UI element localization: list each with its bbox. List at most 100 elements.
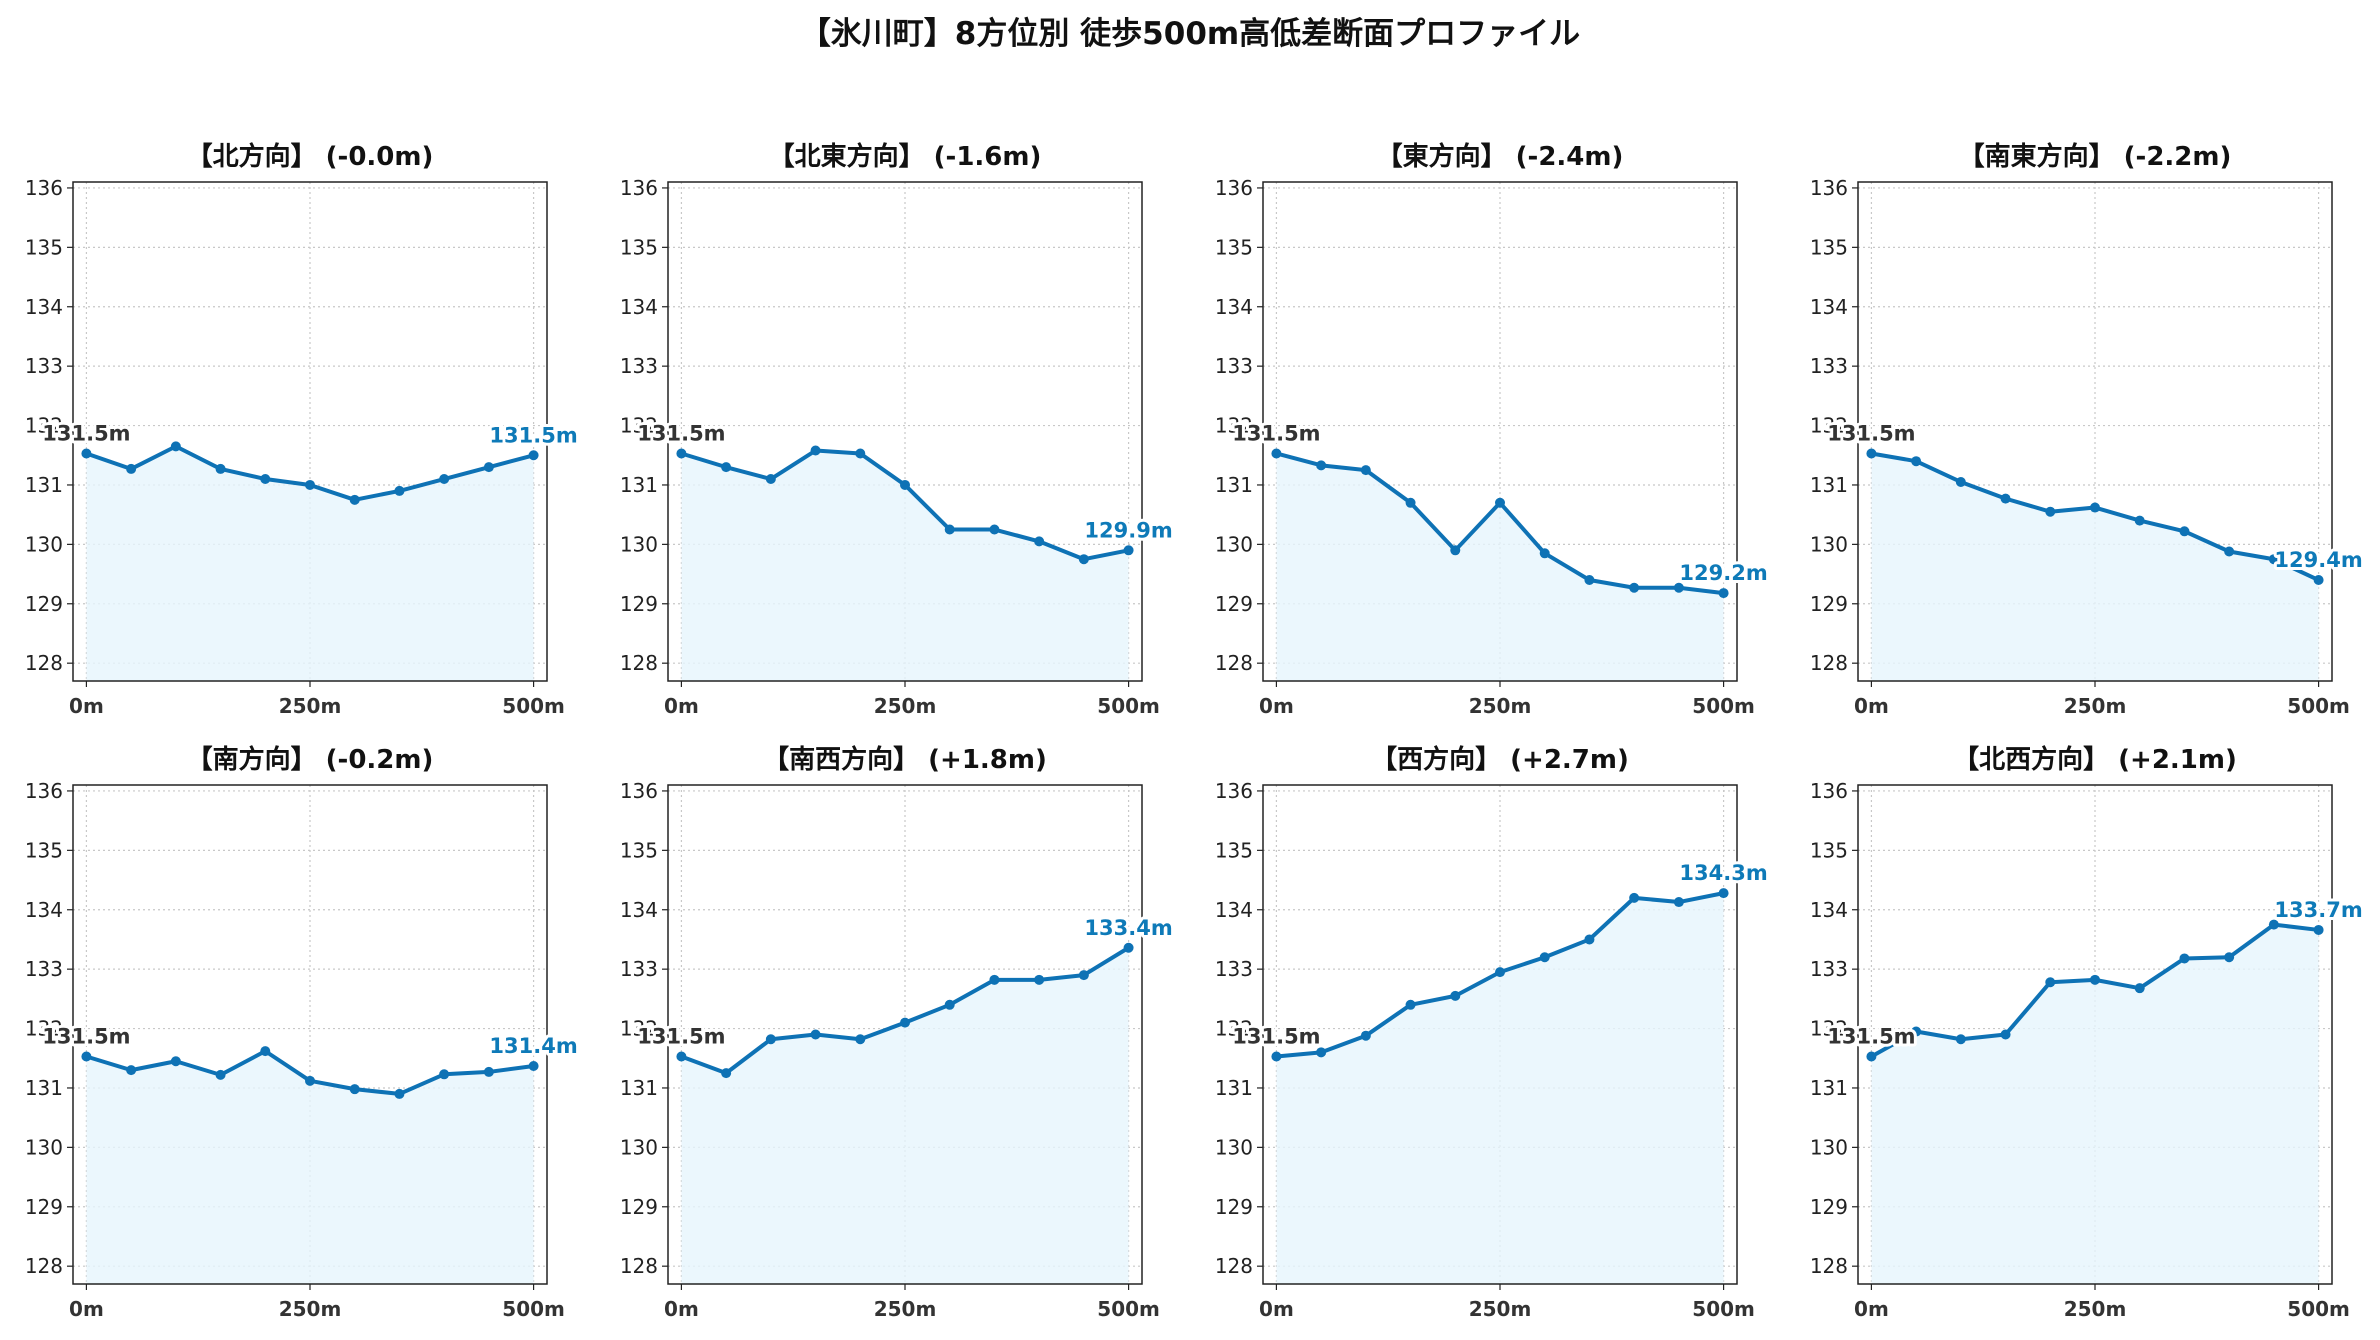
x-tick-label: 500m — [502, 1297, 565, 1321]
y-tick-label: 134 — [25, 295, 63, 319]
y-tick-label: 135 — [1810, 838, 1848, 862]
y-tick-label: 132 — [1215, 414, 1253, 438]
chart-panel: 【西方向】 (+2.7m) 128 129 130 131 132 133 134 135 136… — [1215, 744, 1771, 1321]
data-point — [215, 1069, 226, 1080]
start-elevation-label: 131.5m — [637, 421, 725, 445]
data-point — [944, 524, 955, 535]
y-tick-label: 136 — [1810, 176, 1848, 200]
data-point — [2090, 502, 2100, 513]
data-point — [1271, 448, 1282, 459]
panel-title: 【北西方向】 (+2.1m) — [1953, 744, 2237, 775]
y-tick-label: 131 — [25, 1076, 63, 1100]
y-tick-label: 131 — [1215, 1076, 1253, 1100]
data-point — [676, 1051, 687, 1062]
data-point — [126, 463, 137, 474]
data-point — [1539, 548, 1550, 559]
data-point — [1271, 1051, 1282, 1062]
y-tick-label: 135 — [1215, 838, 1253, 862]
y-tick-label: 128 — [25, 1254, 63, 1278]
y-tick-label: 130 — [25, 1135, 63, 1159]
y-tick-label: 134 — [620, 295, 658, 319]
area-fill — [1276, 453, 1724, 681]
data-point — [2045, 977, 2056, 988]
data-point — [1629, 892, 1640, 903]
data-point — [1539, 952, 1550, 963]
panel-title: 【西方向】 (+2.7m) — [1371, 744, 1629, 775]
data-point — [1078, 970, 1089, 981]
y-tick-label: 132 — [620, 1017, 658, 1041]
y-tick-label: 128 — [25, 651, 63, 675]
x-tick-label: 500m — [502, 694, 565, 718]
y-tick-label: 132 — [25, 1017, 63, 1041]
start-elevation-label: 131.5m — [1827, 421, 1915, 445]
data-point — [900, 1017, 910, 1028]
x-tick-label: 250m — [279, 1297, 342, 1321]
data-point — [2268, 554, 2279, 565]
y-tick-label: 134 — [1215, 898, 1253, 922]
data-point — [721, 1068, 732, 1079]
data-point — [2313, 575, 2324, 586]
y-tick-label: 130 — [1215, 532, 1253, 556]
chart-panel: 【北東方向】 (-1.6m) 128 129 130 131 132 133 134 135 13… — [620, 141, 1176, 718]
y-tick-label: 128 — [1215, 1254, 1253, 1278]
y-tick-label: 128 — [1215, 651, 1253, 675]
x-tick-label: 250m — [2064, 1297, 2127, 1321]
area-fill — [681, 450, 1129, 681]
y-tick-label: 129 — [620, 592, 658, 616]
y-tick-label: 134 — [25, 898, 63, 922]
start-elevation-label: 131.5m — [1827, 1024, 1915, 1048]
y-tick-label: 130 — [25, 532, 63, 556]
data-point — [1584, 575, 1595, 586]
y-tick-label: 130 — [1810, 1135, 1848, 1159]
data-point — [1584, 934, 1595, 945]
x-tick-label: 0m — [1854, 694, 1889, 718]
y-tick-label: 136 — [1215, 176, 1253, 200]
data-point — [394, 485, 405, 496]
panel-title: 【北方向】 (-0.0m) — [187, 141, 434, 172]
data-point — [1495, 497, 1505, 508]
x-tick-label: 250m — [279, 694, 342, 718]
y-tick-label: 135 — [25, 838, 63, 862]
x-tick-label: 250m — [2064, 694, 2127, 718]
x-tick-label: 500m — [1692, 694, 1755, 718]
data-point — [1316, 460, 1327, 471]
y-tick-label: 134 — [1215, 295, 1253, 319]
data-point — [170, 441, 181, 452]
y-tick-label: 129 — [1810, 1195, 1848, 1219]
chart-panel: 【北西方向】 (+2.1m) 128 129 130 131 132 133 134 135 13… — [1810, 744, 2366, 1321]
y-tick-label: 136 — [1810, 779, 1848, 803]
y-tick-label: 129 — [1810, 592, 1848, 616]
data-point — [1405, 497, 1416, 508]
plot-frame — [1857, 181, 2333, 682]
x-tick-label: 0m — [69, 694, 104, 718]
data-point — [1316, 1047, 1327, 1058]
data-point — [1360, 1030, 1371, 1041]
panel-title: 【南方向】 (-0.2m) — [187, 744, 434, 775]
y-tick-label: 130 — [1215, 1135, 1253, 1159]
end-elevation-label: 131.4m — [489, 1034, 577, 1058]
data-point — [1034, 974, 1045, 985]
x-tick-label: 0m — [1259, 1297, 1294, 1321]
area-fill — [86, 446, 534, 681]
data-point — [2000, 493, 2011, 504]
chart-panel: 【南西方向】 (+1.8m) 128 129 130 131 132 133 134 135 13… — [620, 744, 1176, 1321]
y-tick-label: 133 — [1215, 354, 1253, 378]
panel-title: 【北東方向】 (-1.6m) — [769, 141, 1042, 172]
data-point — [1718, 888, 1729, 899]
data-point — [260, 1046, 271, 1057]
y-tick-label: 136 — [1215, 779, 1253, 803]
panels-grid: 【北方向】 (-0.0m) 128 129 130 131 132 133 134 135 136… — [25, 141, 2366, 1321]
plot-frame — [72, 784, 548, 1285]
x-tick-label: 250m — [874, 694, 937, 718]
data-point — [215, 463, 226, 474]
data-point — [2179, 953, 2190, 964]
data-point — [305, 479, 315, 490]
plot-frame — [1262, 181, 1738, 682]
y-tick-label: 133 — [25, 957, 63, 981]
y-tick-label: 135 — [620, 838, 658, 862]
data-point — [1450, 990, 1461, 1001]
area-fill — [1276, 893, 1724, 1284]
chart-panel: 【北方向】 (-0.0m) 128 129 130 131 132 133 134 135 136… — [25, 141, 581, 718]
plot-frame — [667, 784, 1143, 1285]
